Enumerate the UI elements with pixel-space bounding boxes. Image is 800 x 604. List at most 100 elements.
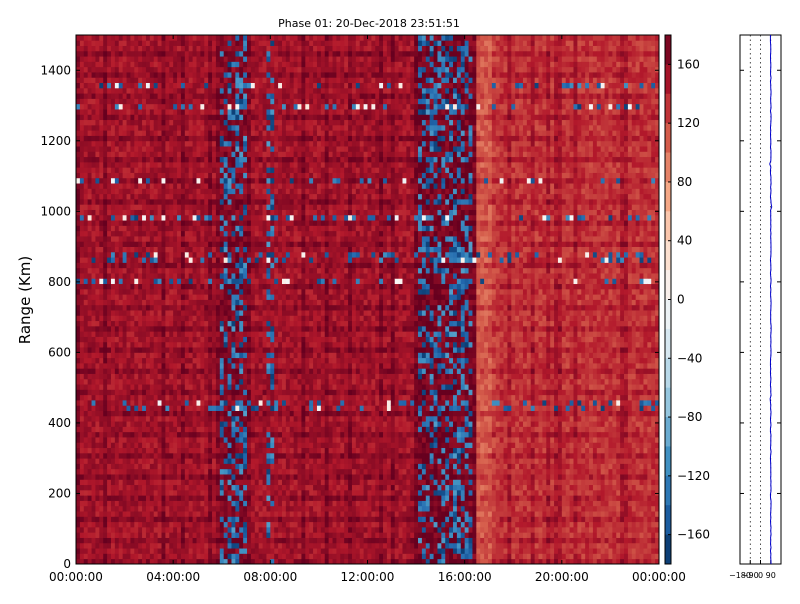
heatmap-cell	[114, 542, 120, 549]
heatmap-cell	[142, 72, 147, 78]
heatmap-cell	[188, 495, 193, 501]
heatmap-cell	[118, 103, 124, 110]
heatmap-cell	[262, 347, 267, 353]
heatmap-cell	[239, 373, 244, 380]
heatmap-cell	[262, 177, 267, 184]
heatmap-cell	[184, 532, 190, 538]
heatmap-cell	[250, 548, 256, 554]
heatmap-cell	[180, 458, 186, 464]
heatmap-cell	[212, 325, 217, 332]
heatmap-cell	[235, 204, 240, 210]
heatmap-cell	[204, 124, 209, 131]
heatmap-cell	[161, 135, 166, 142]
heatmap-cell	[149, 537, 155, 544]
heatmap-cell	[99, 172, 104, 179]
heatmap-cell	[258, 468, 263, 475]
heatmap-cell	[250, 437, 256, 443]
heatmap-cell	[99, 447, 104, 454]
heatmap-cell	[87, 267, 92, 274]
heatmap-cell	[153, 442, 159, 449]
heatmap-cell	[173, 119, 178, 126]
heatmap-cell	[262, 511, 267, 517]
heatmap-cell	[247, 45, 252, 52]
heatmap-cell	[153, 537, 159, 544]
heatmap-cell	[250, 389, 256, 396]
heatmap-cell	[235, 257, 240, 263]
heatmap-cell	[177, 320, 182, 327]
heatmap-cell	[122, 352, 127, 359]
heatmap-cell	[250, 241, 256, 247]
heatmap-cell	[103, 516, 108, 523]
heatmap-cell	[138, 400, 143, 406]
heatmap-cell	[235, 56, 240, 62]
heatmap-cell	[161, 198, 166, 205]
heatmap-cell	[76, 373, 81, 380]
heatmap-cell	[235, 161, 240, 168]
heatmap-cell	[149, 558, 155, 565]
heatmap-cell	[262, 66, 267, 73]
heatmap-cell	[219, 124, 225, 131]
heatmap-cell	[235, 109, 240, 115]
heatmap-cell	[177, 172, 182, 179]
heatmap-cell	[219, 389, 225, 396]
heatmap-cell	[122, 437, 127, 443]
heatmap-cell	[107, 35, 112, 41]
heatmap-cell	[130, 489, 135, 496]
heatmap-cell	[204, 82, 209, 89]
heatmap-cell	[153, 225, 159, 232]
heatmap-cell	[212, 156, 217, 163]
heatmap-cell	[153, 124, 159, 131]
heatmap-cell	[184, 553, 190, 560]
heatmap-cell	[196, 209, 201, 216]
heatmap-cell	[169, 542, 174, 549]
heatmap-cell	[180, 400, 186, 406]
heatmap-cell	[219, 61, 225, 68]
heatmap-cell	[153, 463, 159, 470]
heatmap-cell	[134, 352, 139, 359]
heatmap-cell	[91, 325, 96, 332]
heatmap-cell	[83, 548, 89, 554]
heatmap-cell	[87, 294, 92, 300]
heatmap-cell	[192, 474, 197, 480]
heatmap-cell	[212, 310, 217, 316]
heatmap-cell	[130, 188, 135, 195]
heatmap-cell	[258, 347, 263, 353]
heatmap-cell	[142, 161, 147, 168]
heatmap-cell	[192, 251, 197, 258]
heatmap-cell	[180, 489, 186, 496]
heatmap-cell	[142, 151, 147, 158]
heatmap-cell	[180, 495, 186, 501]
heatmap-cell	[177, 35, 182, 41]
heatmap-cell	[212, 61, 217, 68]
heatmap-cell	[157, 558, 162, 565]
heatmap-cell	[110, 267, 116, 274]
heatmap-cell	[122, 135, 127, 142]
heatmap-cell	[188, 257, 193, 263]
heatmap-cell	[173, 373, 178, 380]
heatmap-cell	[196, 558, 201, 565]
heatmap-cell	[114, 458, 120, 464]
heatmap-cell	[76, 362, 81, 369]
heatmap-cell	[95, 220, 100, 226]
heatmap-cell	[196, 103, 201, 110]
heatmap-cell	[192, 352, 197, 359]
heatmap-cell	[165, 87, 170, 94]
heatmap-cell	[208, 505, 213, 512]
heatmap-cell	[79, 66, 85, 73]
heatmap-cell	[79, 362, 85, 369]
heatmap-cell	[91, 77, 96, 84]
heatmap-cell	[134, 484, 139, 491]
heatmap-cell	[219, 35, 225, 41]
heatmap-cell	[153, 35, 159, 41]
heatmap-cell	[122, 204, 127, 210]
heatmap-cell	[192, 188, 197, 195]
heatmap-cell	[173, 251, 178, 258]
heatmap-cell	[153, 532, 159, 538]
heatmap-cell	[118, 177, 124, 184]
heatmap-cell	[204, 267, 209, 274]
heatmap-cell	[107, 283, 112, 290]
heatmap-cell	[76, 310, 81, 316]
heatmap-cell	[188, 246, 193, 253]
heatmap-cell	[149, 479, 155, 486]
heatmap-cell	[204, 93, 209, 99]
